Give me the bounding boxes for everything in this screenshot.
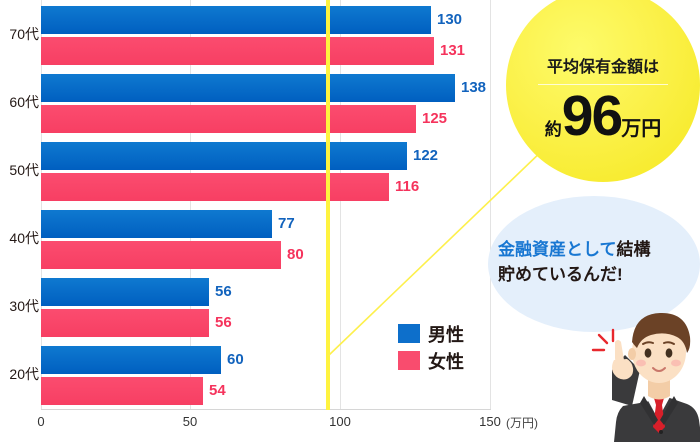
- cheek-right: [671, 359, 681, 367]
- average-callout-bubble: 平均保有金額は 約 96 万円: [506, 0, 700, 182]
- age-label-70: 70代: [9, 26, 39, 42]
- businessman-character-icon: [591, 312, 700, 442]
- lapel-left: [640, 396, 658, 425]
- xtick-100: 100: [329, 414, 351, 429]
- bar-male-30: [41, 278, 209, 306]
- bar-female-20: [41, 377, 203, 405]
- legend: 男性 女性: [398, 320, 464, 374]
- legend-item-male: 男性: [398, 320, 464, 347]
- speech-highlight: 金融資産として: [498, 240, 617, 259]
- bar-female-30: [41, 309, 209, 337]
- age-label-50: 50代: [9, 162, 39, 178]
- callout-amount: 96: [561, 83, 623, 148]
- legend-swatch-female-icon: [398, 351, 420, 370]
- ear: [628, 348, 636, 360]
- bar-value-male-40: 77: [278, 215, 295, 232]
- eyebrow-right: [663, 341, 675, 345]
- bar-value-female-40: 80: [287, 246, 304, 263]
- eyebrow-left: [642, 341, 654, 345]
- bar-value-female-60: 125: [422, 110, 448, 127]
- xtick-150: 150: [479, 414, 501, 429]
- legend-swatch-male-icon: [398, 324, 420, 343]
- cheek-left: [636, 359, 646, 367]
- emphasis-lines-icon: [591, 328, 615, 352]
- bar-male-40: [41, 210, 272, 238]
- bar-male-50: [41, 142, 407, 170]
- xtick-50: 50: [182, 414, 198, 429]
- speech-rest: 結構: [616, 240, 651, 259]
- age-label-20: 20代: [9, 366, 39, 382]
- speech-bubble: [488, 196, 700, 332]
- gridline-150: [490, 0, 491, 410]
- bar-male-20: [41, 346, 221, 374]
- bar-value-male-30: 56: [215, 283, 232, 300]
- callout-amount-group: 約 96 万円: [544, 83, 662, 148]
- callout-divider: [538, 83, 668, 85]
- gridline-0: [41, 0, 42, 410]
- bar-female-60: [41, 105, 416, 133]
- bar-female-50: [41, 173, 389, 201]
- bar-value-male-50: 122: [413, 147, 439, 164]
- age-label-40: 40代: [9, 230, 39, 246]
- bar-value-male-70: 130: [437, 11, 463, 28]
- bar-male-70: [41, 6, 431, 34]
- legend-item-female: 女性: [398, 347, 464, 374]
- jacket-button-1: [659, 430, 663, 434]
- hair: [632, 312, 691, 353]
- lapel-right: [660, 396, 678, 425]
- bar-male-60: [41, 74, 455, 102]
- bar-value-female-20: 54: [209, 382, 226, 399]
- age-label-30: 30代: [9, 298, 39, 314]
- bar-value-female-30: 56: [215, 314, 232, 331]
- bar-value-male-60: 138: [461, 79, 487, 96]
- callout-approx: 約: [544, 119, 562, 139]
- speech-bubble-text: 金融資産として結構 貯めているんだ!: [498, 237, 698, 287]
- hand: [612, 359, 634, 380]
- gridline-50: [190, 0, 191, 410]
- callout-headline: 平均保有金額は: [546, 58, 659, 76]
- bar-value-male-20: 60: [227, 351, 244, 368]
- eye-left: [644, 348, 652, 358]
- bar-value-female-50: 116: [395, 178, 420, 195]
- bar-value-female-70: 131: [440, 42, 466, 59]
- index-finger: [615, 340, 624, 364]
- mouth: [652, 367, 666, 372]
- x-axis-line: [41, 409, 491, 410]
- age-label-60: 60代: [9, 94, 39, 110]
- necktie: [653, 394, 665, 433]
- eye-right: [665, 348, 673, 358]
- x-axis-unit-label: (万円): [506, 416, 538, 430]
- legend-label-male: 男性: [428, 324, 464, 345]
- legend-label-female: 女性: [428, 351, 464, 372]
- callout-unit: 万円: [621, 117, 662, 140]
- bar-female-40: [41, 241, 281, 269]
- neck: [648, 380, 670, 400]
- xtick-0: 0: [37, 414, 45, 429]
- average-marker-line: [326, 0, 330, 410]
- bar-female-70: [41, 37, 434, 65]
- speech-line2: 貯めているんだ!: [498, 265, 623, 284]
